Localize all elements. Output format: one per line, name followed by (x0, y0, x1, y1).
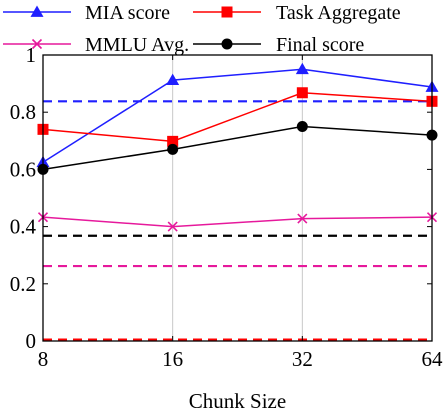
legend-label: Task Aggregate (276, 2, 401, 24)
legend-marker (31, 38, 43, 50)
x-tick-label: 8 (38, 347, 49, 371)
x-axis-label: Chunk Size (189, 389, 286, 410)
data-point (167, 221, 178, 232)
data-point (167, 135, 179, 147)
x-tick-label: 64 (422, 347, 444, 371)
baselines (43, 100, 432, 341)
series-line (42, 68, 433, 163)
legend-label: MIA score (85, 2, 170, 24)
legend-marker (30, 5, 44, 17)
y-tick-label: 0.8 (10, 100, 36, 124)
legend-label: MMLU Avg. (85, 34, 189, 56)
y-tick-label: 0.4 (10, 215, 37, 239)
legend-marker (221, 6, 233, 18)
series-line (42, 125, 433, 171)
vertical-grid (172, 55, 303, 341)
legend-marker (221, 38, 233, 50)
axis-ticks: 8 16 32 64 0 0.2 0.4 0.6 0.8 1 (10, 43, 443, 371)
data-point (296, 87, 308, 99)
series-line (42, 216, 433, 228)
series-lines (36, 62, 439, 232)
data-point (296, 121, 308, 132)
legend-label: Final score (276, 34, 364, 56)
x-tick-label: 32 (292, 347, 313, 371)
legend: MIA score Task Aggregate MMLU Avg. Final sc… (3, 2, 401, 56)
y-tick-label: 0 (26, 329, 37, 353)
data-point (166, 73, 180, 86)
data-point (295, 62, 309, 75)
data-point (297, 213, 308, 224)
data-point (167, 143, 179, 155)
y-tick-label: 0.6 (10, 157, 36, 181)
y-tick-label: 1 (26, 43, 37, 67)
series-line (42, 91, 433, 143)
plot-frame (42, 54, 433, 342)
x-tick-label: 16 (162, 347, 183, 371)
y-tick-label: 0.2 (10, 272, 36, 296)
